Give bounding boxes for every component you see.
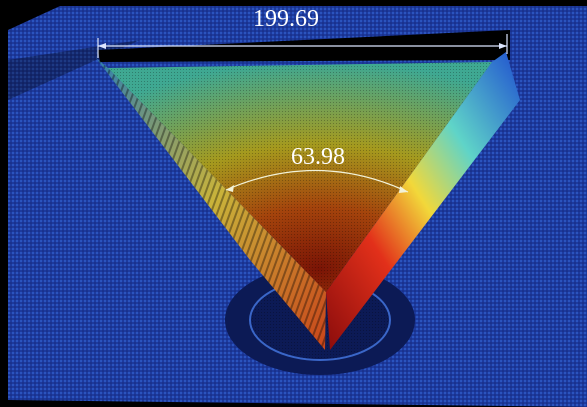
angle-arc (225, 169, 409, 193)
angle-label: 63.98 (291, 144, 345, 170)
arrow-head (226, 185, 234, 192)
arrow-head (399, 186, 408, 193)
left-wall-texture (96, 58, 326, 350)
top-face-texture (108, 62, 492, 292)
right-wall (326, 52, 520, 350)
arrow-head (499, 43, 507, 49)
arrow-head (98, 43, 106, 49)
length-label: 199.69 (253, 6, 319, 32)
